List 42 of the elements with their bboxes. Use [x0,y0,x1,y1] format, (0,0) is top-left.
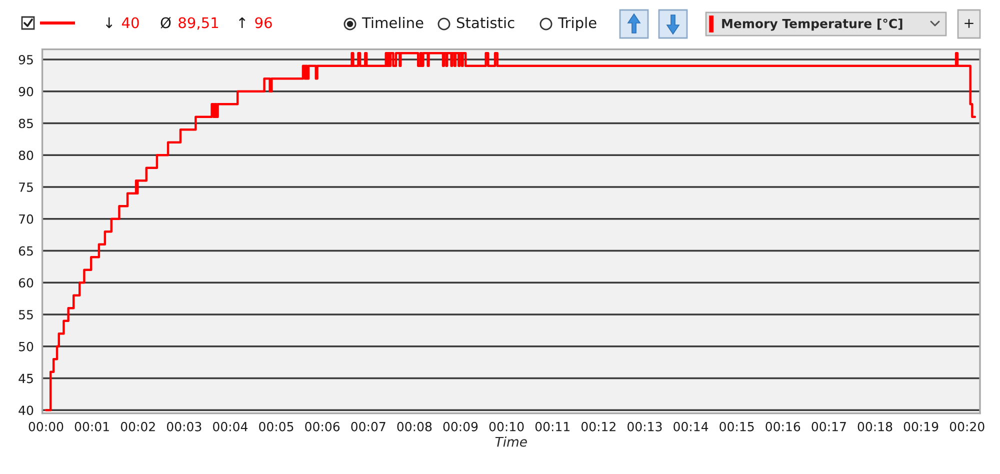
x-tick-label: 00:02 [120,422,155,432]
x-tick-label: 00:00 [28,422,64,432]
y-tick-label: 95 [18,54,33,64]
x-tick-label: 00:01 [74,422,109,432]
x-tick-label: 00:18 [858,422,892,432]
y-tick-label: 90 [18,86,34,96]
x-tick-label: 00:14 [674,422,708,432]
x-tick-label: 00:13 [628,422,662,432]
x-tick-label: 00:12 [581,422,616,432]
text: Ø 89,51 [160,16,218,30]
text: ↓ 40 [106,17,139,28]
x-tick-label: 00:15 [720,422,754,432]
y-tick-label: 45 [18,374,33,384]
y-tick-label: 55 [19,310,33,320]
x-tick-label: 00:11 [535,422,570,432]
text: ↑ 96 [238,17,272,28]
x-tick-label: 00:07 [351,422,386,432]
x-axis-title: Time [495,436,527,447]
text: Triple [558,16,596,32]
y-tick-label: 75 [19,182,33,192]
x-tick-label: 00:10 [489,422,524,432]
x-tick-label: 00:19 [904,422,938,432]
x-tick-label: 00:05 [259,422,294,432]
y-tick-label: 40 [18,406,34,416]
y-tick-label: 60 [18,278,34,288]
text: Statistic [456,16,514,28]
y-tick-label: 85 [18,118,33,128]
y-tick-label: 50 [19,342,34,352]
y-tick-label: 70 [19,214,34,224]
x-tick-label: 00:17 [812,422,846,432]
x-tick-label: 00:06 [305,422,340,432]
x-tick-label: 00:16 [766,422,800,432]
x-tick-label: 00:09 [443,422,478,432]
y-tick-label: 80 [18,150,34,160]
x-tick-label: 00:08 [397,422,432,432]
text: Timeline [362,16,424,28]
y-tick-label: 65 [18,246,33,256]
x-tick-label: 00:03 [166,422,202,432]
text: + [964,19,974,28]
legend-label: Memory Temperature [°C] [722,18,902,31]
x-tick-label: 00:20 [950,422,984,432]
x-tick-label: 00:04 [213,422,248,432]
